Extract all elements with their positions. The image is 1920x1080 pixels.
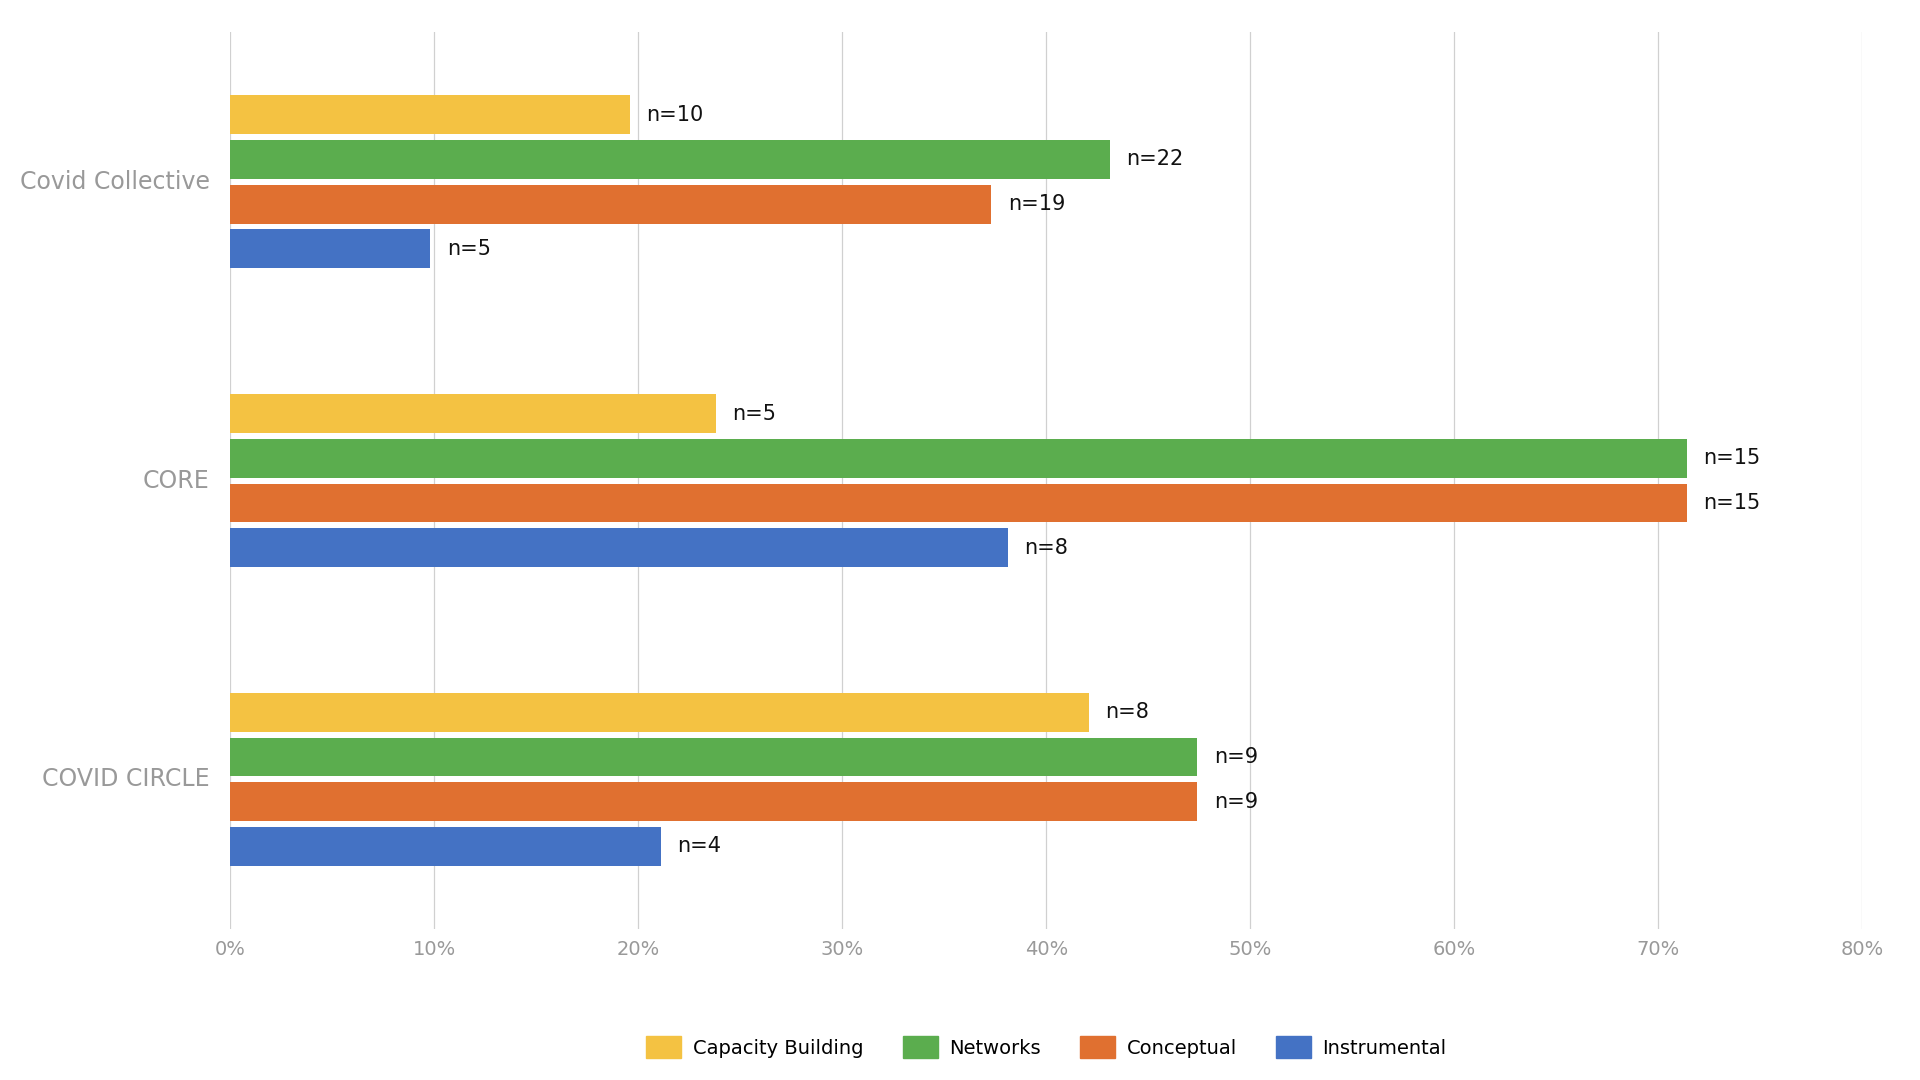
Text: n=19: n=19 [1008,194,1066,214]
Bar [230,528,1008,567]
Bar [230,95,630,134]
Bar [230,693,1089,732]
Text: n=4: n=4 [678,836,722,856]
Text: n=9: n=9 [1213,792,1258,812]
Bar [230,185,991,224]
Text: n=5: n=5 [732,404,776,423]
Bar [230,438,1688,477]
Legend: Capacity Building, Networks, Conceptual, Instrumental: Capacity Building, Networks, Conceptual,… [639,1028,1453,1066]
Bar [230,484,1688,523]
Bar [230,229,430,268]
Text: n=22: n=22 [1125,149,1183,170]
Bar [230,140,1110,179]
Bar [230,738,1198,777]
Bar [230,394,716,433]
Bar [230,782,1198,821]
Text: n=9: n=9 [1213,747,1258,767]
Text: n=15: n=15 [1703,492,1761,513]
Text: n=8: n=8 [1023,538,1068,557]
Text: n=15: n=15 [1703,448,1761,469]
Text: n=8: n=8 [1106,702,1150,723]
Text: n=5: n=5 [447,239,492,259]
Bar [230,827,660,866]
Text: n=10: n=10 [647,105,705,125]
